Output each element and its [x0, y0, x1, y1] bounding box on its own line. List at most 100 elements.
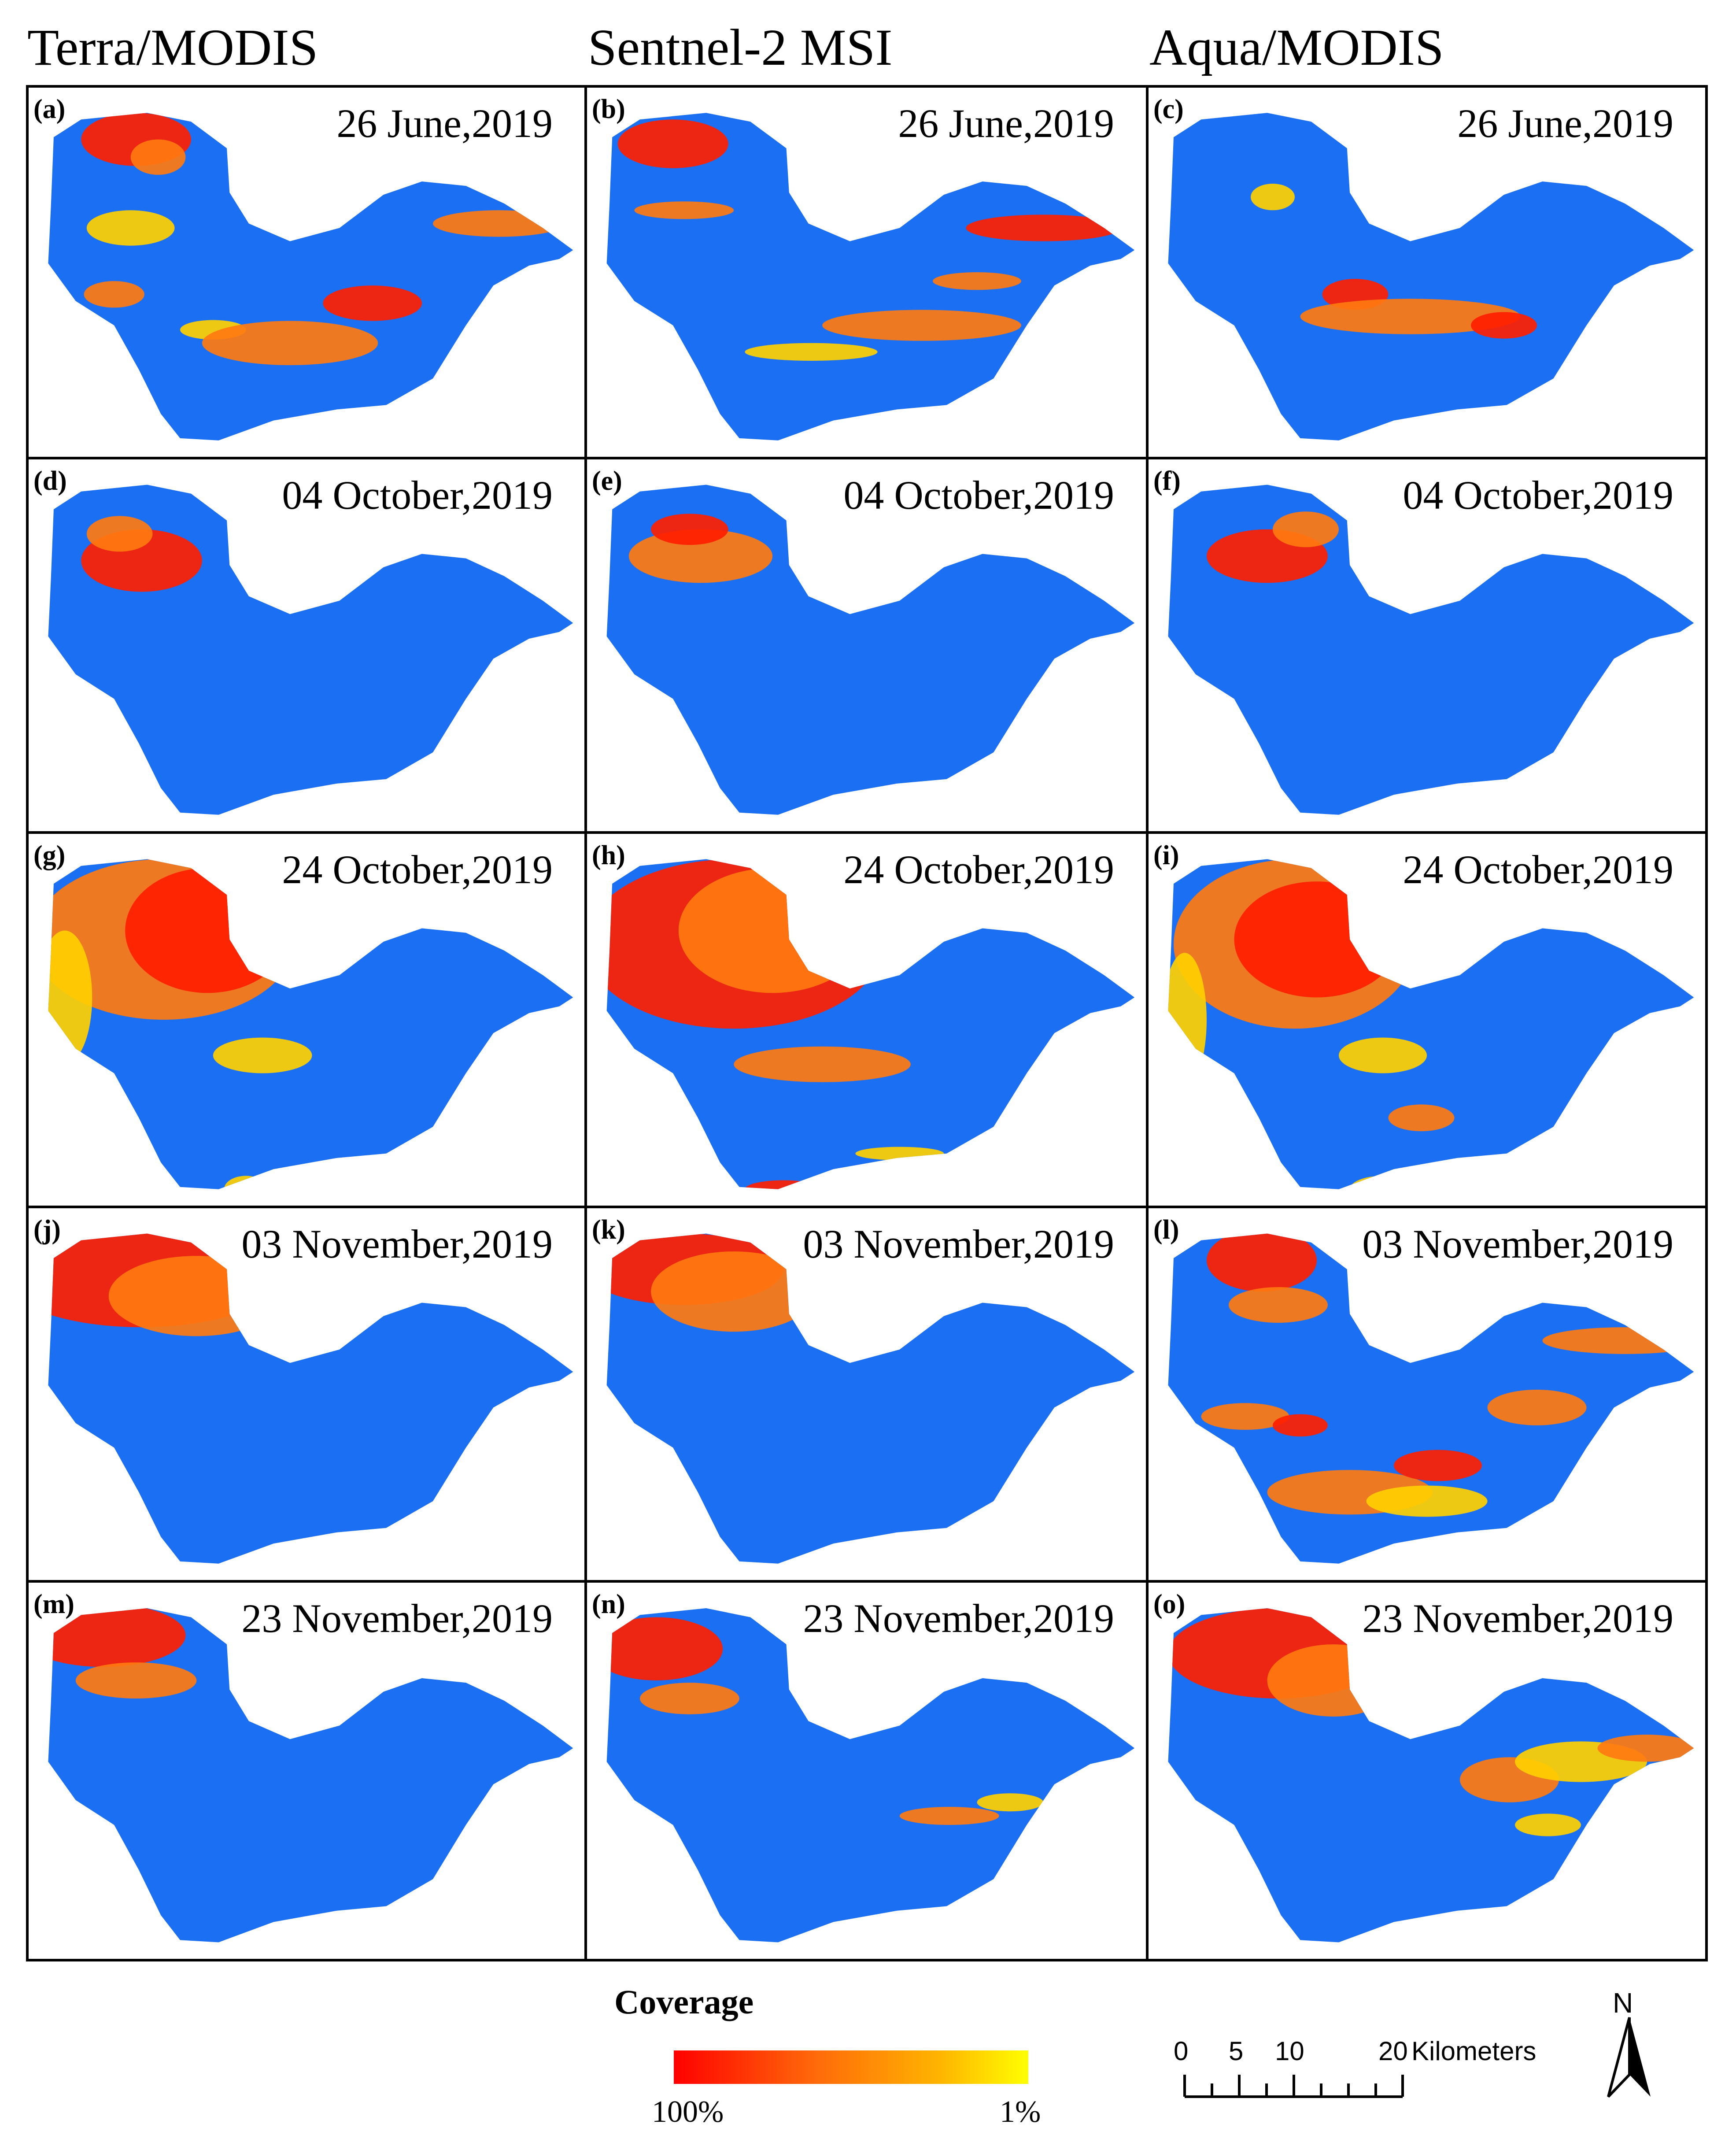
coverage-patch — [1273, 511, 1339, 548]
panel-letter-label: (j) — [33, 1215, 61, 1245]
coverage-patch — [899, 1807, 999, 1825]
coverage-patch — [86, 516, 153, 552]
panel-letter-label: (b) — [592, 94, 625, 124]
panel-date: 03 November,2019 — [803, 1221, 1114, 1266]
map-panel: (l) 03 November,2019 — [1146, 1206, 1708, 1583]
panel-letter-label: (n) — [592, 1589, 625, 1619]
column-title-terra: Terra/MODIS — [27, 19, 318, 76]
panel-letter-label: (i) — [1153, 840, 1179, 870]
map-panel: (b) 26 June,2019 — [584, 85, 1149, 459]
map-panel: (d) 04 October,2019 — [26, 457, 587, 834]
coverage-patch — [734, 1046, 911, 1082]
coverage-patch — [606, 1617, 723, 1680]
panel-letter-label: (l) — [1153, 1215, 1179, 1245]
map-panel: (h) 24 October,2019 — [584, 831, 1149, 1208]
map-panel: (a) 26 June,2019 — [26, 85, 587, 459]
coverage-patch — [617, 119, 728, 168]
panel-letter-label: (o) — [1153, 1589, 1185, 1619]
column-title-sentinel: Sentnel-2 MSI — [588, 19, 893, 76]
coverage-patch — [628, 529, 773, 583]
coverage-patch — [75, 1662, 197, 1699]
map-panel: (k) 03 November,2019 — [584, 1206, 1149, 1583]
lake-water-area — [1168, 113, 1694, 440]
map-panel: (c) 26 June,2019 — [1146, 85, 1708, 459]
panel-date: 23 November,2019 — [1362, 1596, 1673, 1641]
panel-date: 24 October,2019 — [843, 847, 1114, 892]
coverage-patch — [130, 139, 186, 175]
panel-date: 03 November,2019 — [1362, 1221, 1673, 1266]
lake-water-area — [606, 1608, 1135, 1943]
panel-letter-label: (h) — [592, 840, 625, 870]
map-panel: (i) 24 October,2019 — [1146, 831, 1708, 1208]
coverage-patch — [651, 514, 728, 545]
panel-date: 04 October,2019 — [843, 473, 1114, 518]
lake-water-area — [606, 113, 1135, 440]
coverage-patch — [1251, 184, 1295, 211]
map-panel: (g) 24 October,2019 — [26, 831, 587, 1208]
coverage-patch — [1366, 1485, 1488, 1517]
map-panel: (n) 23 November,2019 — [584, 1580, 1149, 1961]
legend-title: Coverage — [614, 1983, 754, 2021]
scale-tick-10: 10 — [1275, 2036, 1304, 2066]
coverage-patch — [1201, 1403, 1289, 1430]
scale-tick-5: 5 — [1229, 2036, 1244, 2066]
coverage-patch — [1471, 312, 1537, 339]
map-panel: (e) 04 October,2019 — [584, 457, 1149, 834]
north-arrow-icon — [1607, 2017, 1651, 2098]
coverage-patch — [213, 1037, 312, 1073]
panel-letter-label: (a) — [33, 94, 65, 124]
coverage-patch — [1388, 1104, 1455, 1132]
panel-date: 24 October,2019 — [1403, 847, 1673, 892]
coverage-patch — [634, 201, 734, 219]
coverage-patch — [1394, 1450, 1482, 1481]
panel-date: 04 October,2019 — [1403, 473, 1673, 518]
coverage-patch — [651, 1251, 817, 1332]
panel-letter-label: (e) — [592, 466, 622, 496]
coverage-patch — [202, 321, 378, 366]
panel-date: 26 June,2019 — [336, 101, 553, 146]
panel-date: 24 October,2019 — [282, 847, 553, 892]
map-panel: (j) 03 November,2019 — [26, 1206, 587, 1583]
panel-date: 03 November,2019 — [241, 1221, 553, 1266]
panel-date: 26 June,2019 — [898, 101, 1114, 146]
scale-tick-0: 0 — [1174, 2036, 1189, 2066]
coverage-patch — [933, 272, 1021, 290]
coverage-patch — [1207, 1233, 1317, 1292]
map-panel: (o) 23 November,2019 — [1146, 1580, 1708, 1961]
panel-letter-label: (m) — [33, 1589, 74, 1619]
panel-date: 04 October,2019 — [282, 473, 553, 518]
panel-letter-label: (k) — [592, 1215, 625, 1245]
panel-date: 23 November,2019 — [241, 1596, 553, 1641]
panel-letter-label: (g) — [33, 840, 65, 870]
column-title-aqua: Aqua/MODIS — [1149, 19, 1444, 76]
panel-letter-label: (f) — [1153, 466, 1181, 496]
panel-letter-label: (c) — [1153, 94, 1184, 124]
coverage-patch — [84, 281, 144, 308]
coverage-patch — [1339, 1037, 1427, 1073]
panel-date: 26 June,2019 — [1457, 101, 1673, 146]
north-label: N — [1613, 1987, 1633, 2019]
legend-max-label: 100% — [652, 2095, 724, 2129]
scale-bar — [1183, 2075, 1404, 2098]
legend-min-label: 1% — [1000, 2095, 1041, 2129]
map-panel: (f) 04 October,2019 — [1146, 457, 1708, 834]
scale-unit: Kilometers — [1411, 2036, 1537, 2066]
coverage-patch — [323, 285, 422, 321]
coverage-patch — [1273, 1414, 1328, 1437]
coverage-patch — [745, 343, 878, 361]
coverage-patch — [639, 1683, 739, 1714]
panel-letter-label: (d) — [33, 466, 67, 496]
coverage-patch — [1229, 1287, 1328, 1323]
coverage-patch — [1597, 1734, 1694, 1762]
coverage-patch — [86, 210, 175, 246]
map-panel: (m) 23 November,2019 — [26, 1580, 587, 1961]
lake-water-area — [48, 113, 573, 440]
coverage-color-ramp — [674, 2050, 1028, 2084]
coverage-patch — [1300, 299, 1521, 334]
coverage-patch — [822, 310, 1021, 341]
coverage-patch — [1487, 1389, 1587, 1425]
coverage-patch — [977, 1793, 1044, 1812]
coverage-patch — [1515, 1813, 1581, 1836]
scale-tick-20: 20 — [1378, 2036, 1408, 2066]
